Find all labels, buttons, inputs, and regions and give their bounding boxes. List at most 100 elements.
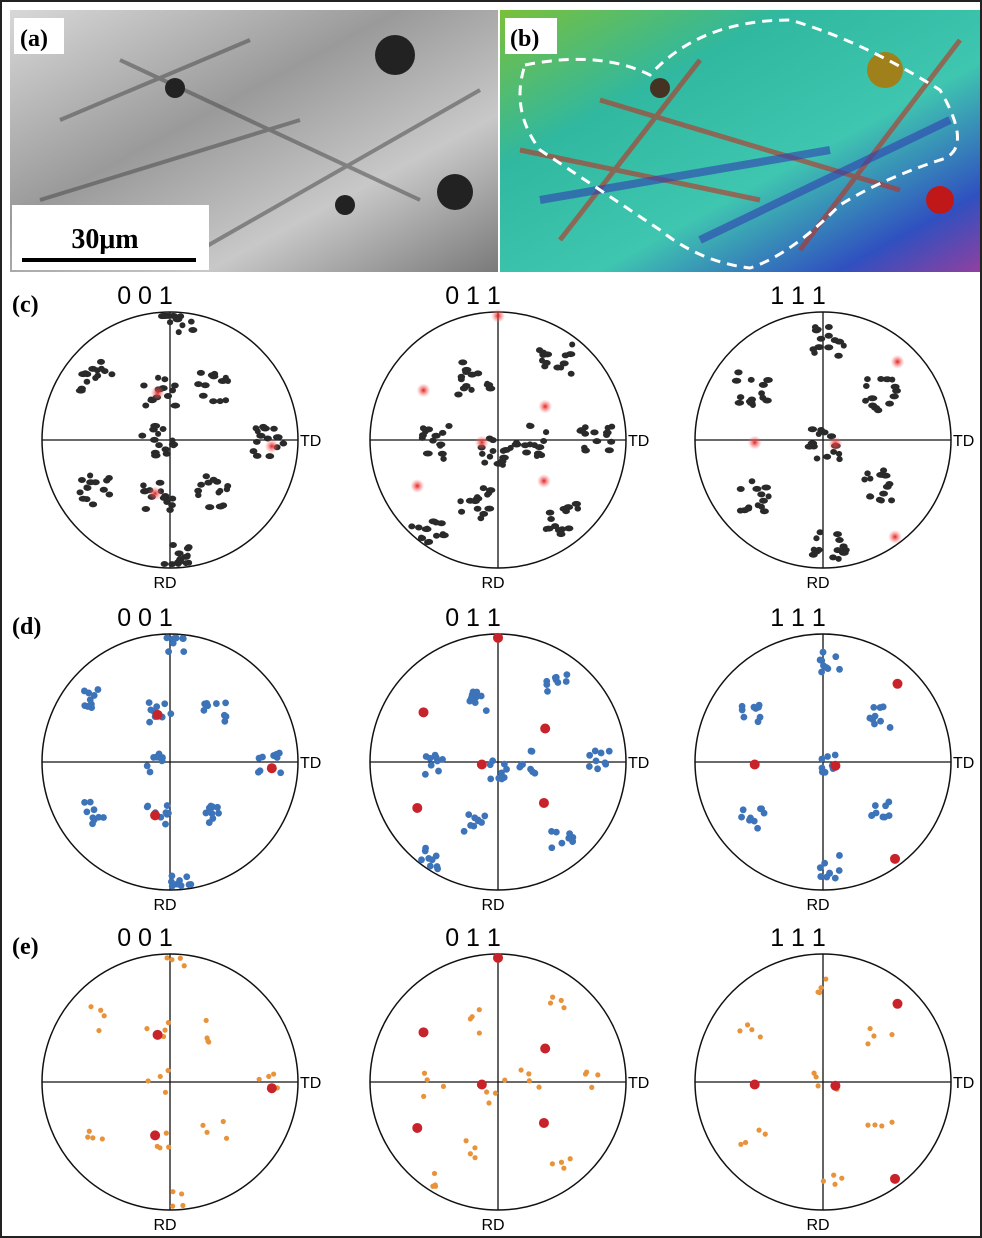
pole-point [866,494,874,500]
ideal-pole [540,723,550,733]
pole-point [105,475,113,481]
panel-label: (a) [20,26,48,52]
rd-label: RD [153,1217,176,1234]
ideal-pole [148,486,162,500]
pole-point [889,1032,894,1037]
ideal-pole [150,810,160,820]
pole-point [83,485,89,491]
pole-point [162,446,170,452]
pole-point [151,450,160,456]
pole-point [205,1038,210,1043]
rd-label: RD [481,1217,504,1234]
pole-point [839,1176,844,1181]
ideal-pole [537,474,551,488]
pole-point [534,453,540,459]
pole-point [501,761,508,768]
pole-point [880,703,887,710]
ideal-pole [892,679,902,689]
pole-point [185,544,193,550]
pole-point [167,319,173,325]
pole-point [754,825,761,832]
pole-point [502,1077,507,1082]
ideal-pole [748,435,762,449]
pole-point [738,1142,743,1147]
pole-point [171,383,179,389]
td-label: TD [953,1075,974,1092]
pole-point [280,440,288,446]
pole-point [477,1007,482,1012]
pole-point [266,1074,271,1079]
ideal-pole [153,710,163,720]
pole-point [879,814,886,821]
pole-point [195,492,201,498]
pole-point [463,1138,468,1143]
pole-point [814,456,821,462]
pole-point [169,542,177,548]
pole-point [433,533,440,539]
pole-point [420,425,427,431]
pole-point [101,368,108,374]
pole-point [732,378,741,384]
pole-point [820,649,827,656]
pole-point [434,758,441,765]
pole-point [96,1028,101,1033]
pole-point [83,808,90,815]
pole-point [559,1160,564,1165]
pole-point [823,454,831,460]
ideal-pole [267,1083,277,1093]
rd-label: RD [481,575,504,592]
pole-point [836,456,842,462]
pole-point [140,382,147,388]
pole-point [498,458,506,464]
pole-point [586,763,593,770]
ideal-pole [410,479,424,493]
pole-point [761,485,771,491]
pole-point [889,1120,894,1125]
pole-point [477,1030,482,1035]
pole-point [422,845,429,852]
pole-point [825,333,833,339]
pole-point [140,482,147,488]
pole-point [536,1085,541,1090]
td-label: TD [953,755,974,772]
pole-point [438,451,447,457]
pole-point [809,346,817,352]
ideal-pole [412,1123,422,1133]
pole-point [507,445,513,451]
pole-point [176,557,184,563]
pole-point [484,381,490,387]
pole-point [543,429,549,435]
pole-point [81,799,88,806]
pole-point [560,360,569,366]
pole-point [271,1071,276,1076]
pole-point [217,398,224,404]
pole-point [748,377,755,383]
ideal-pole [892,999,902,1009]
pole-point [164,1131,169,1136]
pole-figures: 0 0 1TDRD0 1 1TDRD1 1 1TDRD0 0 1TDRD0 1 … [42,282,974,1234]
pole-point [422,1071,427,1076]
pole-point [144,1026,149,1031]
pole-point [740,806,747,813]
pole-point [187,881,194,888]
pole-point [179,322,185,328]
ideal-pole [830,1081,840,1091]
td-label: TD [953,433,974,450]
pole-point [529,768,536,775]
pole-point [575,506,581,512]
pole-point [548,1000,553,1005]
pole-point [751,704,758,711]
pole-point [478,819,485,826]
pole-point [824,753,831,760]
pole-point [188,327,197,333]
ideal-pole [493,633,503,643]
ideal-pole [830,761,840,771]
pole-point [752,486,761,492]
pole-point [766,493,772,499]
pole-point [163,809,170,816]
pole-point [160,313,166,319]
pole-point [213,700,220,707]
pole-point [164,802,171,809]
pole-point [439,532,449,538]
pole-point [162,821,169,828]
